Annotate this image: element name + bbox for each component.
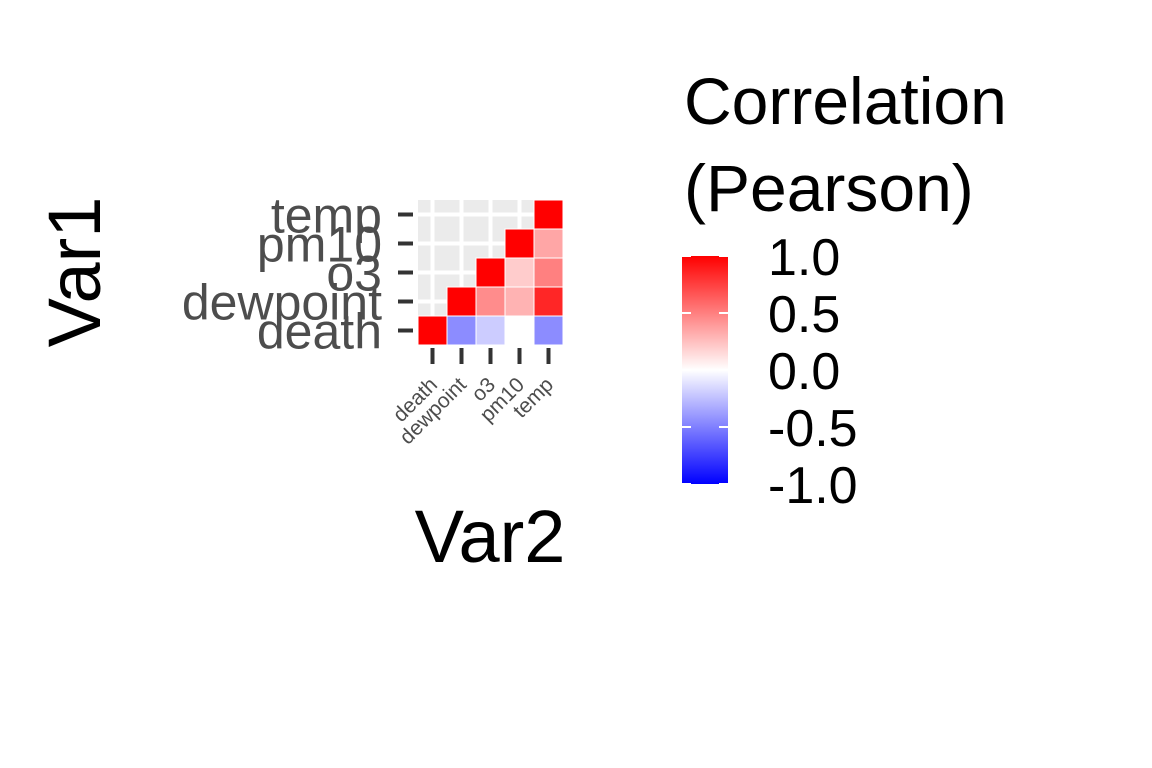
heatmap-cell-death-death <box>417 315 448 346</box>
legend-label: 0.0 <box>768 343 840 401</box>
heatmap-cell-temp-temp <box>533 199 564 230</box>
y-tick-label-o3: o3 <box>326 246 382 302</box>
legend-title-line-2: (Pearson) <box>684 151 974 225</box>
legend-title-line-1: Correlation <box>684 64 1007 138</box>
y-tick-label-dewpoint: dewpoint <box>182 275 382 331</box>
y-tick-label-temp: temp <box>271 188 382 244</box>
heatmap-cell-dewpoint-death <box>446 315 477 346</box>
y-tick-label-death: death <box>257 304 382 360</box>
legend-label: -1.0 <box>768 457 858 515</box>
y-tick-label-pm10: pm10 <box>257 217 382 273</box>
y-axis-title: Var1 <box>33 197 116 348</box>
heatmap-cell-temp-death <box>533 315 564 346</box>
heatmap-cell-dewpoint-dewpoint <box>446 286 477 317</box>
heatmap-cells <box>417 199 564 346</box>
legend: Correlation (Pearson) 1.00.50.0-0.5-1.0 <box>682 64 1007 515</box>
heatmap-cell-pm10-pm10 <box>504 228 535 259</box>
heatmap-cell-o3-o3 <box>475 257 506 288</box>
heatmap-cell-pm10-death <box>504 315 535 346</box>
heatmap-cell-temp-o3 <box>533 257 564 288</box>
heatmap-cell-o3-dewpoint <box>475 286 506 317</box>
heatmap-cell-temp-dewpoint <box>533 286 564 317</box>
legend-label: 0.5 <box>768 286 840 344</box>
heatmap-cell-pm10-o3 <box>504 257 535 288</box>
heatmap-cell-pm10-dewpoint <box>504 286 535 317</box>
heatmap-cell-o3-death <box>475 315 506 346</box>
legend-label: 1.0 <box>768 229 840 287</box>
legend-ticks: 1.00.50.0-0.5-1.0 <box>682 229 858 515</box>
heatmap-cell-temp-pm10 <box>533 228 564 259</box>
x-axis-title: Var2 <box>415 495 566 578</box>
legend-label: -0.5 <box>768 400 858 458</box>
